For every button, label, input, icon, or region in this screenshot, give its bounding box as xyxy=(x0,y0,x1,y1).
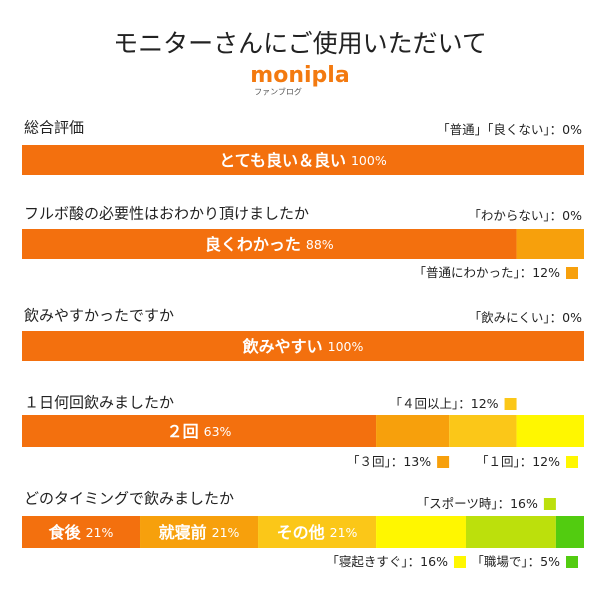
bar-segment xyxy=(22,516,141,548)
bar-segment xyxy=(258,516,377,548)
segment-label: 飲みやすい 100% xyxy=(242,337,364,356)
segment-value: 0% xyxy=(562,208,582,223)
segment-value: 88% xyxy=(306,237,334,252)
segment-name: その他 xyxy=(277,523,325,542)
bar-segment xyxy=(140,516,259,548)
segment-value: 21% xyxy=(330,525,358,540)
bar-segment xyxy=(449,415,517,447)
legend-swatch xyxy=(566,556,578,568)
segment-label: ２回 63% xyxy=(167,422,232,441)
segment-value: 12% xyxy=(471,396,499,411)
segment-label: 食後 21% xyxy=(48,523,114,542)
segment-value: 100% xyxy=(328,339,364,354)
question-title: 総合評価 xyxy=(24,119,84,137)
segment-value: 21% xyxy=(212,525,240,540)
bar-segment xyxy=(516,415,584,447)
segment-value: 13% xyxy=(403,454,431,469)
segment-label: とても良い＆良い 100% xyxy=(219,151,387,170)
bar-segment xyxy=(465,516,556,548)
bar-segment xyxy=(22,145,584,175)
bar-segment xyxy=(22,415,377,447)
segment-name: 良くわかった xyxy=(205,235,301,254)
outside-label: 「寝起きすぐ」：16% xyxy=(326,554,448,569)
segment-name: 「普通にわかった」： xyxy=(413,265,532,280)
segment-value: 12% xyxy=(532,454,560,469)
segment-name: 飲みやすい xyxy=(242,337,323,356)
segment-name: 「４回以上」： xyxy=(389,396,470,411)
segment-value: 5% xyxy=(540,554,560,569)
segment-name: 「飲みにくい」： xyxy=(469,310,563,325)
bar-segment xyxy=(22,229,517,259)
legend-swatch xyxy=(543,498,556,510)
logo-sub: ファンブログ xyxy=(254,87,302,97)
outside-label: 「スポーツ時」：16% xyxy=(417,496,538,511)
outside-label: 「１回」：12% xyxy=(476,454,560,469)
segment-value: 0% xyxy=(562,310,582,325)
question-title: フルボ酸の必要性はおわかり頂けましたか xyxy=(24,205,309,223)
legend-swatch xyxy=(566,456,578,468)
outside-label: 「普通にわかった」：12% xyxy=(413,265,560,280)
bar-segment xyxy=(376,516,466,548)
segment-name: 就寝前 xyxy=(159,523,207,542)
segment-name: 「寝起きすぐ」： xyxy=(326,554,420,569)
question-title: 飲みやすかったですか xyxy=(24,307,174,325)
legend-swatch xyxy=(566,267,578,279)
segment-name: 「１回」： xyxy=(476,454,532,469)
segment-value: 0% xyxy=(562,122,582,137)
bar-segment xyxy=(376,415,450,447)
segment-value: 16% xyxy=(420,554,448,569)
segment-label: 就寝前 21% xyxy=(159,523,240,542)
bar-segment xyxy=(516,229,584,259)
outside-label: 「飲みにくい」：0% xyxy=(469,310,582,325)
outside-label: 「職場で」：5% xyxy=(471,554,560,569)
segment-value: 12% xyxy=(532,265,560,280)
segment-value: 100% xyxy=(351,153,387,168)
segment-name: 「職場で」： xyxy=(471,554,540,569)
bar-segment xyxy=(22,331,584,361)
outside-label: 「わからない」：0% xyxy=(468,208,582,223)
segment-label: 良くわかった 88% xyxy=(205,235,334,254)
logo: monipla xyxy=(250,63,349,88)
legend-swatch xyxy=(437,456,450,468)
outside-label: 「３回」：13% xyxy=(347,454,431,469)
question-title: どのタイミングで飲みましたか xyxy=(24,490,234,508)
segment-name: 「普通」「良くない」： xyxy=(437,122,562,137)
outside-label: 「４回以上」：12% xyxy=(389,396,498,411)
page-title: モニターさんにご使用いただいて xyxy=(113,29,487,58)
legend-swatch xyxy=(453,556,466,568)
segment-name: 食後 xyxy=(48,523,82,542)
outside-label: 「普通」「良くない」：0% xyxy=(437,122,582,137)
bar-segment xyxy=(555,516,584,548)
segment-name: 「３回」： xyxy=(347,454,403,469)
segment-name: とても良い＆良い xyxy=(219,151,346,170)
segment-name: 「わからない」： xyxy=(468,208,562,223)
segment-value: 21% xyxy=(86,525,114,540)
question-title: １日何回飲みましたか xyxy=(24,394,174,412)
segment-value: 63% xyxy=(204,424,232,439)
segment-name: 「スポーツ時」： xyxy=(417,496,511,511)
legend-swatch xyxy=(504,398,517,410)
segment-name: ２回 xyxy=(167,422,199,441)
segment-label: その他 21% xyxy=(277,523,358,542)
segment-value: 16% xyxy=(510,496,538,511)
